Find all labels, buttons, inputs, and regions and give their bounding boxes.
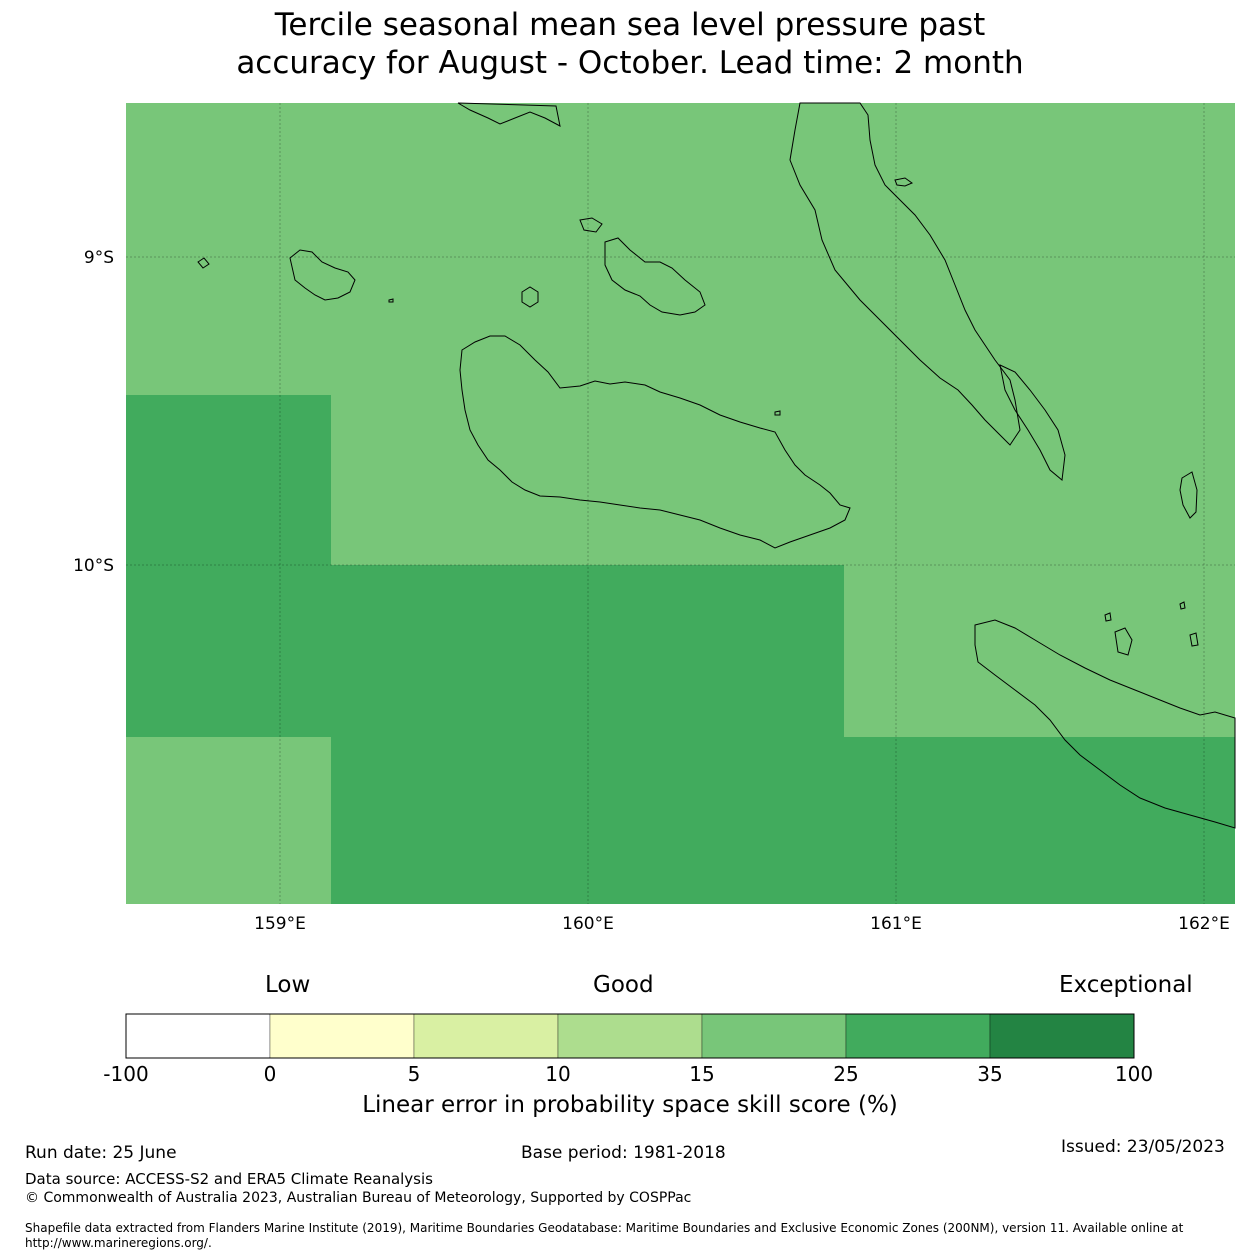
issued-date: Issued: 23/05/2023: [1061, 1137, 1225, 1157]
colorbar-tick: 10: [545, 1062, 571, 1086]
small-island-c: [774, 410, 781, 416]
small-island-n2: [894, 177, 914, 187]
base-period: Base period: 1981-2018: [521, 1143, 726, 1163]
cell-south-east: [844, 565, 1235, 737]
title-line-2: accuracy for August - October. Lead time…: [236, 45, 1024, 81]
ulawa-island: [1179, 471, 1198, 519]
cell-mid-band: [331, 395, 1235, 565]
colorbar-bin-25-35: [845, 1013, 991, 1059]
cell-west-upper: [126, 395, 331, 565]
lon-label-159e: 159°E: [254, 914, 306, 934]
small-island-se3: [1179, 601, 1186, 610]
lon-label-162e: 162°E: [1178, 914, 1230, 934]
shapefile-credit: Shapefile data extracted from Flanders M…: [25, 1221, 1184, 1250]
small-island-se4: [1189, 632, 1199, 647]
cell-south-dark: [126, 565, 844, 737]
lon-label-160e: 160°E: [562, 914, 614, 934]
small-island-w2: [388, 298, 394, 303]
colorbar-tick: 0: [263, 1062, 277, 1086]
small-island-north: [579, 217, 603, 233]
small-island-se2: [1104, 612, 1112, 622]
run-date: Run date: 25 June: [25, 1143, 177, 1163]
colorbar-heading-exceptional: Exceptional: [1059, 972, 1193, 998]
russell-islands: [289, 249, 356, 301]
copyright: © Commonwealth of Australia 2023, Austra…: [25, 1190, 692, 1206]
small-malaita: [999, 364, 1066, 481]
lat-label-10s: 10°S: [73, 556, 114, 576]
colorbar-tick: 35: [977, 1062, 1003, 1086]
colorbar-bin-0-5: [269, 1013, 415, 1059]
lon-label-161e: 161°E: [870, 914, 922, 934]
florida-north: [457, 102, 561, 127]
colorbar-label: Linear error in probability space skill …: [362, 1092, 898, 1118]
small-island-west: [197, 257, 210, 269]
makira-coast: [974, 619, 1236, 829]
cell-north: [126, 103, 1235, 395]
colorbar-bin-10-15: [557, 1013, 703, 1059]
map-title: Tercile seasonal mean sea level pressure…: [0, 6, 1260, 82]
colorbar-heading-low: Low: [265, 972, 311, 998]
colorbar-heading-good: Good: [593, 972, 654, 998]
guadalcanal-coast: [459, 335, 851, 549]
malaita-coast: [789, 102, 1021, 446]
savo-island: [521, 286, 539, 308]
colorbar-bin-35-100: [989, 1013, 1135, 1059]
colorbar-tick: 5: [407, 1062, 421, 1086]
colorbar-tick: 100: [1114, 1062, 1154, 1086]
cell-south-bottom: [331, 737, 1235, 904]
data-source: Data source: ACCESS-S2 and ERA5 Climate …: [25, 1170, 433, 1188]
colorbar-tick: 25: [833, 1062, 859, 1086]
skill-map: 9°S 10°S 159°E 160°E 161°E 162°E: [73, 102, 1236, 934]
colorbar-tick: 15: [689, 1062, 715, 1086]
nggela-islands: [604, 237, 706, 316]
colorbar-bin-5-10: [413, 1013, 559, 1059]
graticule: [126, 103, 1235, 904]
colorbar-tick: -100: [103, 1062, 149, 1086]
colorbar-bin-15-25: [701, 1013, 847, 1059]
coastlines: [197, 102, 1236, 829]
cell-sw: [126, 737, 331, 904]
lat-label-9s: 9°S: [84, 248, 114, 268]
title-line-1: Tercile seasonal mean sea level pressure…: [274, 7, 986, 43]
small-island-se1: [1114, 627, 1133, 656]
colorbar-bin--100-0: [125, 1013, 271, 1059]
colorbar: [125, 1013, 1135, 1059]
